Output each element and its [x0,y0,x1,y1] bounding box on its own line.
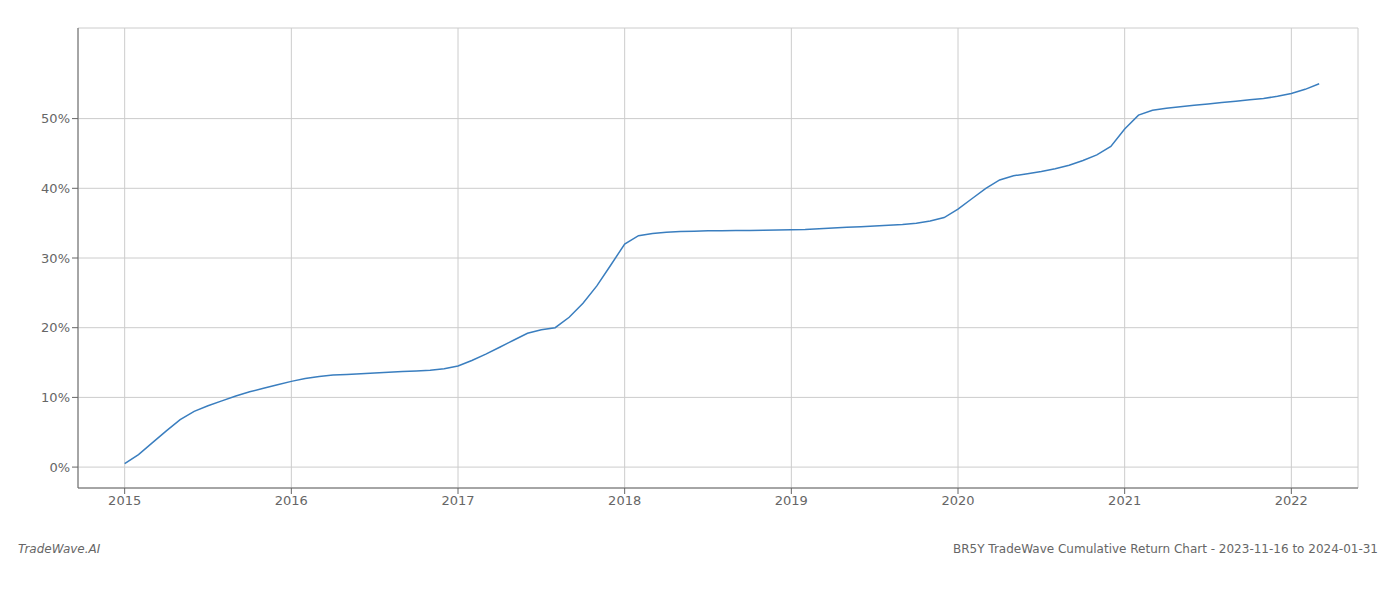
svg-text:2021: 2021 [1108,493,1141,508]
svg-text:2020: 2020 [941,493,974,508]
svg-text:2018: 2018 [608,493,641,508]
svg-text:2015: 2015 [108,493,141,508]
svg-text:2016: 2016 [275,493,308,508]
svg-text:30%: 30% [41,251,70,266]
svg-text:2017: 2017 [441,493,474,508]
svg-text:10%: 10% [41,390,70,405]
svg-text:2019: 2019 [775,493,808,508]
svg-text:0%: 0% [49,460,70,475]
svg-text:40%: 40% [41,181,70,196]
svg-text:20%: 20% [41,320,70,335]
svg-text:50%: 50% [41,111,70,126]
svg-text:2022: 2022 [1275,493,1308,508]
html-text:BR5Y TradeWave Cumulative Retu: BR5Y TradeWave Cumulative Return Chart -… [953,542,1378,556]
html-text:TradeWave.AI: TradeWave.AI [18,542,101,556]
